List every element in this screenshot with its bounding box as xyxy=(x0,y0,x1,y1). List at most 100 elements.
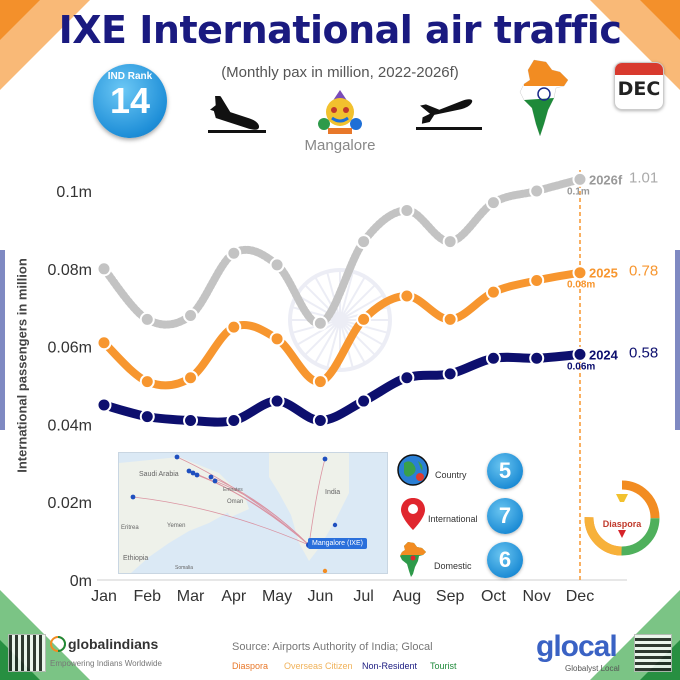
y-tick-label: 0.02m xyxy=(48,495,92,512)
airport-tag: Mangalore (IXE) xyxy=(308,538,367,549)
y-tick-label: 0.04m xyxy=(48,417,92,434)
data-point-2024 xyxy=(269,393,285,409)
route-map-canvas xyxy=(119,453,349,573)
data-point-2026f xyxy=(442,234,458,250)
data-point-2025 xyxy=(529,272,545,288)
map-label-oman: Oman xyxy=(227,499,244,505)
series-total-label: 0.78 xyxy=(629,263,658,280)
map-destination-dot xyxy=(190,470,196,476)
brand-right: glocal xyxy=(536,630,618,663)
data-point-2024 xyxy=(226,413,242,429)
series-total-label: 1.01 xyxy=(629,169,658,186)
map-label-somalia: Somalia xyxy=(175,565,194,571)
map-label-emirates: Emirates xyxy=(223,487,243,493)
data-point-2024 xyxy=(312,413,328,429)
map-label-india: India xyxy=(325,489,341,496)
map-route xyxy=(214,480,310,546)
segment-overseas-citizen: Overseas Citizen xyxy=(284,661,353,671)
calendar-icon: DEC xyxy=(614,62,664,110)
segment-diaspora: Diaspora xyxy=(232,661,269,671)
data-point-2025 xyxy=(183,370,199,386)
globe-icon xyxy=(397,454,429,486)
series-total-label: 0.58 xyxy=(629,344,658,361)
data-point-2026f xyxy=(312,315,328,331)
brand-right-tagline: Globalyst Local xyxy=(565,664,620,673)
x-tick-label: Jan xyxy=(91,588,117,605)
qr-code-right-icon xyxy=(634,634,672,672)
brand-left: globalindians xyxy=(68,636,159,652)
data-point-2024 xyxy=(442,366,458,382)
rank-badge: IND Rank 14 xyxy=(93,64,167,138)
rank-label: IND Rank xyxy=(107,71,153,82)
series-name-label: 2024 xyxy=(589,347,619,362)
brand-left-tagline: Empowering Indians Worldwide xyxy=(50,659,162,668)
page-subtitle: (Monthly pax in million, 2022-2026f) xyxy=(221,64,459,81)
map-label-yemen: Yemen xyxy=(167,523,186,529)
map-route xyxy=(308,458,326,546)
map-route xyxy=(132,496,310,546)
data-point-2025 xyxy=(312,374,328,390)
series-end-value-label: 0.08m xyxy=(567,280,595,291)
y-tick-label: 0m xyxy=(70,573,92,590)
x-tick-label: Jun xyxy=(307,588,333,605)
city-label: Mangalore xyxy=(304,137,376,154)
rank-value: 14 xyxy=(109,80,151,121)
data-point-2025 xyxy=(269,331,285,347)
map-destination-dot xyxy=(212,478,218,484)
x-tick-label: Sep xyxy=(436,588,465,605)
data-point-2026f xyxy=(572,171,588,187)
route-map: Saudi Arabia India Oman Yemen Eritrea Et… xyxy=(118,452,388,574)
x-tick-label: Aug xyxy=(393,588,421,605)
map-label-saudi-arabia: Saudi Arabia xyxy=(139,471,179,478)
data-point-2024 xyxy=(529,350,545,366)
data-point-2025 xyxy=(226,319,242,335)
map-destination-dot xyxy=(194,472,200,478)
series-name-label: 2025 xyxy=(589,266,618,281)
data-point-2024 xyxy=(485,350,501,366)
page-title: IXE International air traffic xyxy=(58,8,622,52)
source-note: Source: Airports Authority of India; Glo… xyxy=(232,641,433,653)
map-destination-dot xyxy=(174,454,180,460)
x-tick-label: Feb xyxy=(133,588,161,605)
data-point-2026f xyxy=(399,202,415,218)
map-destination-dot xyxy=(186,468,192,474)
stat-value-country: 5 xyxy=(487,453,523,489)
data-point-2024 xyxy=(183,413,199,429)
stat-label-country: Country xyxy=(435,470,467,480)
india-map-icon xyxy=(400,542,426,577)
x-tick-label: Mar xyxy=(177,588,205,605)
x-tick-label: Apr xyxy=(221,588,247,605)
airplane-takeoff-icon xyxy=(416,99,482,130)
data-point-2025 xyxy=(442,311,458,327)
series-end-value-label: 0.06m xyxy=(567,361,595,372)
map-destination-dot xyxy=(322,568,328,573)
map-destination-dot xyxy=(130,494,136,500)
location-pin-icon xyxy=(401,498,425,530)
map-label-eritrea: Eritrea xyxy=(121,525,139,531)
data-point-2026f xyxy=(96,261,112,277)
data-point-2024 xyxy=(96,397,112,413)
data-point-2025 xyxy=(572,265,588,281)
data-point-2025 xyxy=(96,335,112,351)
x-tick-label: Jul xyxy=(353,588,373,605)
data-point-2025 xyxy=(485,284,501,300)
map-destination-dot xyxy=(332,522,338,528)
x-tick-label: May xyxy=(262,588,292,605)
map-destination-dot xyxy=(208,474,214,480)
map-label-ethiopia: Ethiopia xyxy=(123,555,149,562)
data-point-2026f xyxy=(529,183,545,199)
globalindians-logo-icon xyxy=(50,636,66,652)
mangalore-emblem-icon xyxy=(318,90,362,134)
data-point-2026f xyxy=(139,311,155,327)
data-point-2025 xyxy=(399,288,415,304)
y-tick-label: 0.1m xyxy=(56,184,92,201)
stat-label-international: International xyxy=(428,514,478,524)
map-destination-dot xyxy=(322,456,328,462)
data-point-2025 xyxy=(356,311,372,327)
chart-axes xyxy=(97,170,627,581)
x-tick-label: Nov xyxy=(522,588,550,605)
stat-label-domestic: Domestic xyxy=(434,561,472,571)
series-line-2026f xyxy=(100,175,584,329)
stat-value-international: 7 xyxy=(487,498,523,534)
